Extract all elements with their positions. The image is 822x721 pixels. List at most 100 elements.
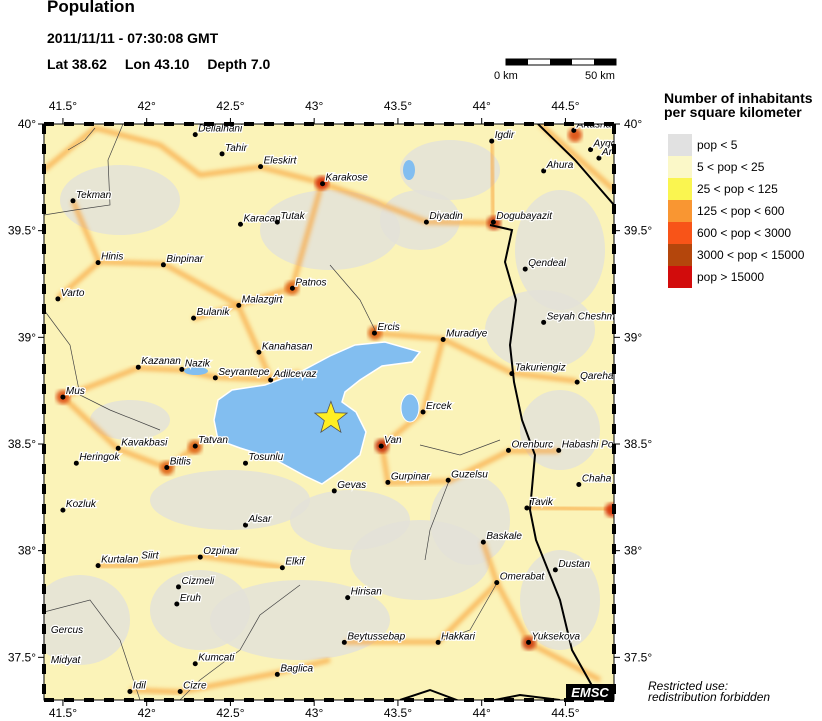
frame-dash: [204, 122, 214, 126]
city-dot: [70, 198, 76, 204]
frame-dash: [42, 404, 46, 414]
frame-dash: [524, 122, 534, 126]
city-marker: Aygc: [588, 137, 614, 153]
frame-dash: [42, 604, 46, 614]
emsc-logo-bg: [566, 684, 614, 700]
city-label: Kanahasan: [262, 341, 313, 352]
frame-dash: [384, 698, 394, 702]
frame-dash: [204, 698, 214, 702]
city-label: Orenburc: [511, 439, 553, 450]
frame-dash: [44, 122, 54, 126]
city-dot: [73, 460, 79, 466]
low-density-area: [44, 575, 130, 665]
low-density-area: [515, 190, 605, 310]
international-border: [537, 124, 614, 206]
city-dot: [192, 661, 198, 667]
frame-dash: [184, 122, 194, 126]
city-label: Qendeal: [528, 258, 567, 269]
city-marker: Hinis: [95, 250, 125, 266]
city-marker: Takuriengiz: [509, 361, 567, 377]
city-label: Kozluk: [66, 499, 97, 510]
frame-dash: [42, 424, 46, 434]
city-marker: Qareha: [574, 370, 614, 385]
city-dot: [179, 366, 185, 372]
low-density-area: [400, 140, 500, 200]
city-label: Tosunlu: [249, 452, 284, 463]
frame-dash: [224, 122, 234, 126]
city-label: Adilcevaz: [273, 369, 317, 380]
lon-tick-label: 44°: [473, 706, 491, 720]
frame-dash: [324, 698, 334, 702]
frame-dash: [612, 224, 616, 234]
frame-dash: [544, 122, 554, 126]
frame-dash: [612, 404, 616, 414]
lon-tick-label: 43°: [305, 99, 323, 113]
low-density-area: [60, 165, 180, 235]
lon-tick-label: 44.5°: [551, 99, 579, 113]
city-marker: Mus: [60, 385, 86, 400]
frame-dash: [264, 122, 274, 126]
legend-swatch: [668, 134, 692, 156]
city-label: Diyadin: [429, 211, 463, 222]
frame-dash: [64, 122, 74, 126]
frame-dash: [42, 244, 46, 254]
legend-item: 25 < pop < 125: [668, 178, 822, 200]
city-marker: Ar: [596, 146, 614, 161]
scale-start-label: 0 km: [494, 70, 518, 82]
frame-dash: [612, 364, 616, 374]
city-dot: [341, 639, 347, 645]
city-marker: Muradiye: [440, 327, 489, 342]
city-label: Baglica: [280, 663, 313, 674]
city-dot: [289, 285, 295, 291]
frame-dash: [612, 564, 616, 574]
frame-dash: [184, 698, 194, 702]
province-boundary: [437, 582, 498, 643]
city-marker: Hirisan: [345, 585, 383, 601]
latitude: Lat 38.62: [47, 56, 107, 72]
city-label: Kurtalan: [101, 555, 139, 566]
city-label: Dogubayazit: [496, 211, 553, 222]
frame-dash: [612, 304, 616, 314]
city-marker: Bulanik: [191, 306, 232, 321]
lon-tick-label: 44.5°: [551, 706, 579, 720]
city-marker: Habashi Po: [556, 438, 614, 453]
legend-title-line1: Number of inhabitants: [664, 90, 813, 106]
legend-title-line2: per square kilometer: [664, 104, 802, 120]
frame-dash: [304, 122, 314, 126]
city-marker: Tatvan: [192, 434, 230, 449]
frame-dash: [244, 122, 254, 126]
city-marker: Cizmeli: [176, 575, 216, 590]
city-marker: Kurtalan: [95, 553, 140, 569]
city-dot: [274, 219, 280, 225]
city-label: Midyat: [51, 655, 82, 666]
city-label: Hirisan: [351, 587, 383, 598]
low-density-area: [520, 390, 600, 470]
lon-tick-label: 42.5°: [216, 706, 244, 720]
city-marker: Tekman: [70, 189, 113, 204]
frame-dash: [164, 698, 174, 702]
city-label: Dustan: [558, 559, 590, 570]
province-boundary: [44, 599, 141, 700]
city-dot: [55, 296, 61, 302]
lake-ercek: [400, 393, 420, 423]
frame-dash: [144, 698, 154, 702]
frame-dash: [244, 698, 254, 702]
city-label: Hakkari: [441, 631, 476, 642]
city-marker: Dustan: [552, 558, 592, 573]
city-marker: Eruh: [174, 592, 203, 607]
city-label: Cizmeli: [182, 576, 216, 587]
dense-population-spot: [605, 503, 614, 517]
frame-dash: [42, 664, 46, 674]
frame-dash: [424, 122, 434, 126]
frame-dash: [612, 344, 616, 354]
frame-dash: [612, 184, 616, 194]
frame-dash: [42, 364, 46, 374]
city-dot: [371, 330, 377, 336]
populated-corridor: [97, 553, 283, 570]
frame-dash: [42, 164, 46, 174]
low-density-area: [260, 190, 400, 270]
city-dot: [274, 671, 280, 677]
frame-dash: [404, 122, 414, 126]
frame-dash: [612, 644, 616, 654]
